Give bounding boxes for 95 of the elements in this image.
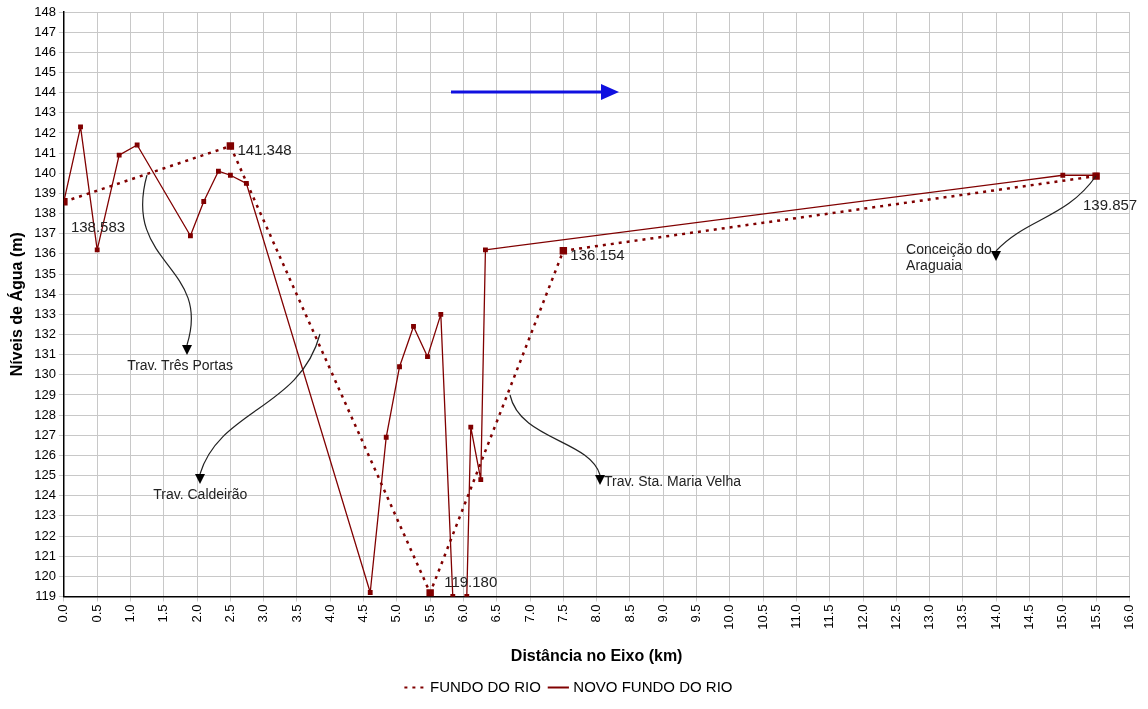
x-tick-label: 10.5 bbox=[754, 604, 770, 630]
x-tick-label: 9.5 bbox=[688, 604, 704, 623]
y-tick-label: 129 bbox=[34, 386, 56, 402]
x-tick-label: 8.0 bbox=[588, 604, 604, 623]
y-tick-label: 144 bbox=[34, 84, 56, 100]
point bbox=[426, 589, 434, 597]
legend-label: NOVO FUNDO DO RIO bbox=[573, 677, 733, 695]
point bbox=[438, 311, 444, 317]
y-tick-label: 125 bbox=[34, 467, 56, 483]
x-tick-label: 4.5 bbox=[355, 604, 371, 623]
x-tick-label: 6.0 bbox=[455, 604, 471, 623]
data-label: 136.154 bbox=[570, 245, 625, 263]
x-axis-title: Distância no Eixo (km) bbox=[510, 646, 683, 664]
x-tick-label: 6.5 bbox=[488, 604, 504, 623]
y-tick-label: 133 bbox=[34, 305, 56, 321]
point bbox=[411, 324, 416, 329]
y-tick-label: 140 bbox=[34, 164, 56, 180]
x-tick-label: 13.5 bbox=[954, 604, 970, 630]
x-tick-label: 12.5 bbox=[887, 604, 903, 630]
y-tick-label: 135 bbox=[34, 265, 56, 281]
x-tick-label: 2.5 bbox=[221, 604, 237, 623]
y-tick-label: 124 bbox=[34, 487, 56, 503]
point bbox=[226, 142, 235, 150]
y-tick-label: 122 bbox=[34, 527, 56, 543]
point bbox=[227, 172, 233, 178]
x-tick-label: 11.0 bbox=[788, 604, 804, 629]
data-label: 141.348 bbox=[237, 141, 292, 159]
x-tick-label: 0.0 bbox=[55, 604, 71, 623]
y-tick-label: 120 bbox=[34, 567, 56, 583]
x-tick-label: 15.0 bbox=[1054, 604, 1070, 630]
y-tick-label: 134 bbox=[34, 285, 56, 301]
point bbox=[1060, 172, 1066, 178]
y-tick-label: 139 bbox=[34, 184, 56, 200]
y-tick-label: 127 bbox=[34, 426, 56, 442]
x-tick-label: 15.5 bbox=[1087, 604, 1103, 630]
x-tick-label: 3.5 bbox=[288, 604, 304, 623]
x-tick-label: 7.0 bbox=[521, 604, 537, 623]
y-tick-label: 143 bbox=[34, 104, 56, 120]
point bbox=[425, 354, 430, 360]
y-tick-label: 148 bbox=[34, 3, 56, 19]
point bbox=[201, 199, 207, 204]
x-tick-label: 8.5 bbox=[621, 604, 637, 623]
data-label: 139.857 bbox=[1082, 196, 1138, 214]
y-tick-label: 123 bbox=[34, 507, 56, 523]
y-tick-label: 119 bbox=[35, 588, 56, 604]
y-axis-title: Níveis de Água (m) bbox=[7, 232, 26, 377]
x-tick-label: 10.0 bbox=[721, 604, 737, 630]
point bbox=[78, 124, 83, 130]
y-tick-label: 136 bbox=[34, 245, 56, 261]
annotation: Trav. Caldeirão bbox=[153, 486, 248, 503]
y-tick-label: 146 bbox=[34, 43, 56, 59]
y-tick-label: 137 bbox=[34, 225, 56, 241]
x-tick-label: 16.0 bbox=[1120, 604, 1136, 630]
annotation: Trav. Três Portas bbox=[127, 357, 233, 374]
y-tick-label: 145 bbox=[34, 64, 56, 80]
point bbox=[478, 477, 484, 483]
point bbox=[367, 590, 373, 595]
y-tick-label: 132 bbox=[34, 326, 56, 342]
x-tick-label: 4.0 bbox=[321, 604, 337, 623]
point bbox=[468, 424, 474, 430]
y-tick-label: 138 bbox=[34, 205, 56, 221]
point bbox=[134, 142, 140, 148]
x-tick-label: 11.5 bbox=[821, 604, 837, 629]
x-tick-label: 2.0 bbox=[188, 604, 204, 623]
point bbox=[215, 168, 221, 174]
x-tick-label: 1.0 bbox=[122, 604, 138, 623]
x-tick-label: 14.5 bbox=[1021, 604, 1037, 630]
point bbox=[383, 434, 389, 440]
x-tick-label: 12.0 bbox=[854, 604, 870, 630]
point bbox=[397, 364, 402, 370]
point bbox=[94, 247, 100, 253]
annotation: Conceição do Araguaia bbox=[906, 241, 992, 274]
x-tick-label: 9.0 bbox=[654, 604, 670, 623]
x-tick-label: 0.5 bbox=[88, 604, 104, 623]
y-tick-label: 131 bbox=[34, 346, 56, 362]
point bbox=[188, 233, 193, 239]
x-tick-label: 5.0 bbox=[388, 604, 404, 623]
y-tick-label: 126 bbox=[34, 446, 56, 462]
x-tick-label: 1.5 bbox=[155, 604, 171, 623]
y-tick-label: 147 bbox=[34, 23, 56, 39]
y-tick-label: 128 bbox=[34, 406, 56, 422]
x-tick-label: 7.5 bbox=[554, 604, 570, 623]
point bbox=[559, 247, 568, 255]
legend-label: FUNDO DO RIO bbox=[430, 677, 541, 695]
y-tick-label: 142 bbox=[34, 124, 56, 140]
x-tick-label: 3.0 bbox=[255, 604, 271, 623]
x-tick-label: 13.0 bbox=[921, 604, 937, 630]
annotation: Trav. Sta. Maria Velha bbox=[604, 472, 742, 489]
point bbox=[483, 247, 488, 253]
point bbox=[116, 152, 122, 158]
y-tick-label: 130 bbox=[34, 366, 56, 382]
x-tick-label: 5.5 bbox=[421, 604, 437, 623]
x-tick-label: 14.0 bbox=[987, 604, 1003, 630]
y-tick-label: 141 bbox=[34, 144, 56, 160]
y-tick-label: 121 bbox=[34, 547, 56, 563]
